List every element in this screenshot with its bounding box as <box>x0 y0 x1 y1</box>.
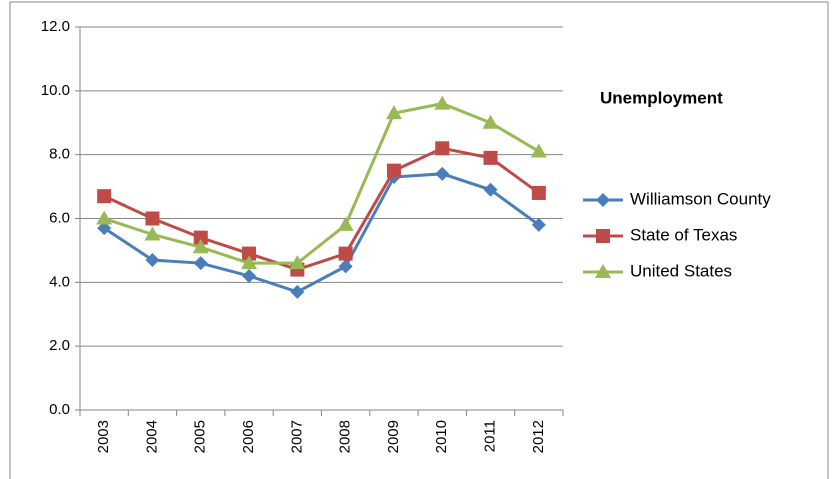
legend-label: United States <box>630 261 732 280</box>
data-point <box>242 268 257 283</box>
x-tick-label: 2005 <box>192 420 209 453</box>
y-tick-label: 2.0 <box>49 337 70 354</box>
x-tick-label: 2009 <box>385 420 402 453</box>
legend-marker <box>596 193 610 207</box>
data-point <box>242 246 257 261</box>
chart-title: Unemployment <box>600 88 723 107</box>
y-tick-label: 8.0 <box>49 146 70 163</box>
series-line <box>103 146 540 272</box>
data-point <box>97 221 112 236</box>
legend-marker <box>595 264 611 278</box>
data-point <box>193 230 208 245</box>
y-tick-label: 10.0 <box>41 82 70 99</box>
data-point <box>435 166 450 181</box>
data-point <box>241 255 258 270</box>
data-point <box>145 252 160 267</box>
data-point <box>531 185 546 200</box>
x-tick-label: 2003 <box>95 420 112 453</box>
y-tick-label: 6.0 <box>49 209 70 226</box>
series-line <box>103 172 540 294</box>
data-point <box>193 256 208 271</box>
chart-frame <box>9 1 829 479</box>
data-point <box>385 105 402 120</box>
data-point <box>483 150 498 165</box>
series-line <box>103 102 540 265</box>
data-point <box>96 210 113 225</box>
data-point <box>337 216 354 231</box>
x-tick-label: 2007 <box>288 420 305 453</box>
data-point <box>289 255 306 270</box>
legend-label: State of Texas <box>630 225 737 244</box>
data-point <box>434 95 451 110</box>
data-point <box>482 114 499 129</box>
x-tick-label: 2008 <box>337 420 354 453</box>
x-tick-label: 2006 <box>240 420 257 453</box>
legend-marker <box>596 229 610 243</box>
data-point <box>290 284 305 299</box>
data-point <box>530 143 547 158</box>
data-point <box>338 259 353 274</box>
x-tick-label: 2010 <box>433 420 450 453</box>
data-point <box>144 226 161 241</box>
data-point <box>483 182 498 197</box>
x-tick-label: 2004 <box>143 420 160 453</box>
x-tick-label: 2011 <box>482 420 499 452</box>
data-point <box>97 189 112 204</box>
data-point <box>192 239 209 254</box>
y-tick-label: 12.0 <box>41 18 70 35</box>
data-point <box>145 211 160 226</box>
data-point <box>531 217 546 232</box>
x-tick-label: 2012 <box>530 420 547 453</box>
y-tick-label: 0.0 <box>49 401 70 418</box>
data-point <box>338 246 353 261</box>
y-tick-label: 4.0 <box>49 273 70 290</box>
data-point <box>386 163 401 178</box>
data-point <box>435 141 450 156</box>
legend-label: Williamson County <box>630 189 771 208</box>
